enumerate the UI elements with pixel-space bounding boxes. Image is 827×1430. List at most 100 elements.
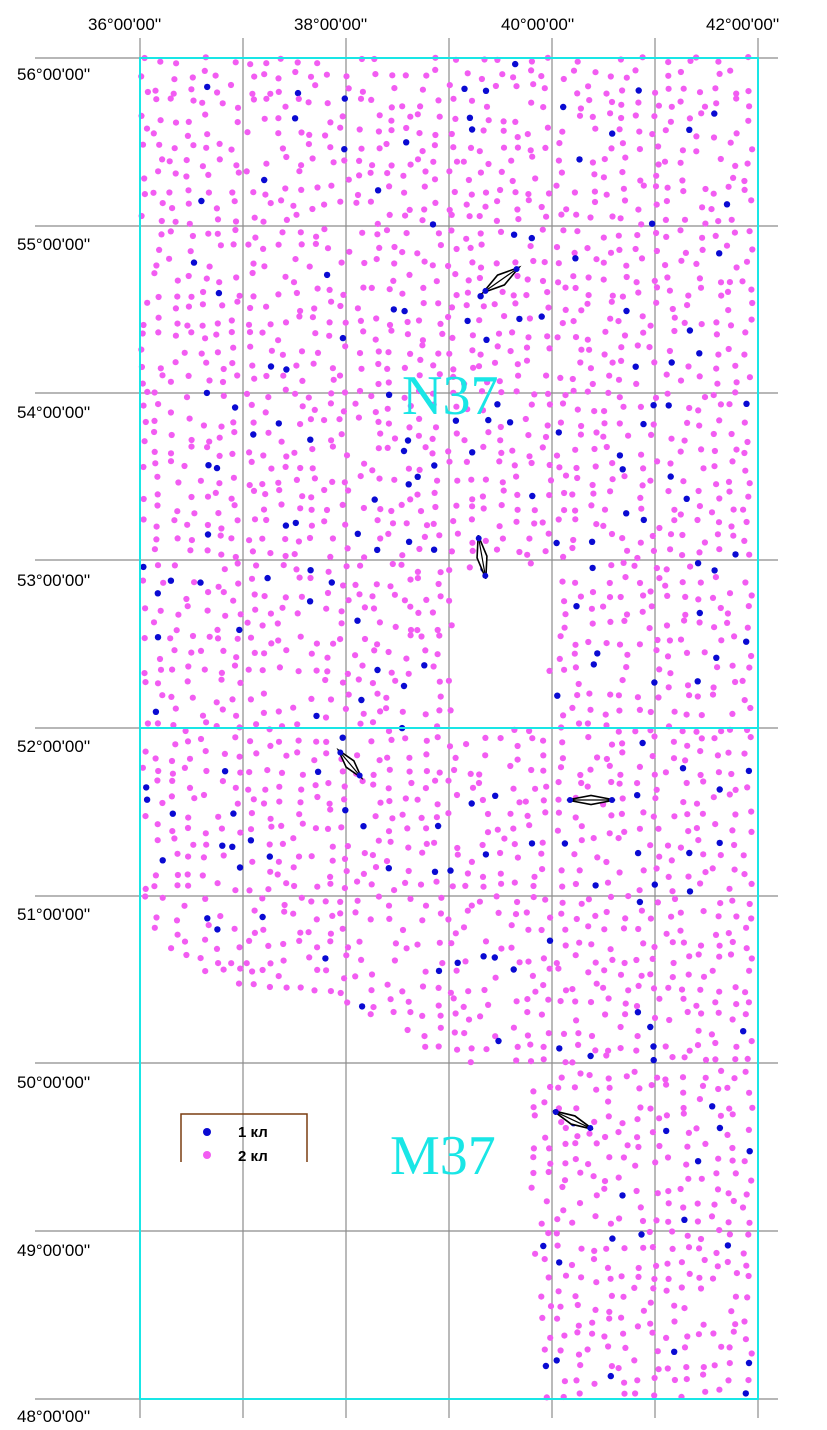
class2-point: [636, 128, 643, 135]
class2-point: [386, 211, 393, 218]
station-dot: [552, 1108, 559, 1115]
class2-point: [388, 327, 395, 334]
class2-point: [619, 87, 626, 94]
class2-point: [446, 350, 453, 357]
class2-point: [385, 420, 392, 427]
class2-point: [468, 476, 475, 483]
class2-point: [514, 491, 521, 498]
class2-point: [730, 1328, 737, 1335]
class2-point: [263, 160, 270, 167]
class2-point: [391, 476, 398, 483]
class1-point: [236, 626, 243, 634]
lat-label: 52°00'00'': [17, 737, 90, 756]
class2-point: [601, 351, 608, 358]
class2-point: [214, 635, 222, 642]
class2-point: [464, 870, 471, 877]
class2-point: [700, 908, 707, 915]
class2-point: [282, 463, 289, 470]
class2-point: [578, 307, 585, 314]
class2-point: [603, 755, 611, 763]
class2-point: [237, 679, 244, 687]
class2-point: [464, 406, 471, 413]
class2-point: [482, 203, 489, 210]
class2-point: [377, 535, 384, 542]
class2-point: [717, 279, 725, 286]
class2-point: [702, 1056, 710, 1063]
class2-point: [216, 156, 223, 163]
class2-point: [680, 799, 687, 806]
class2-point: [139, 330, 146, 337]
class2-point: [453, 430, 460, 437]
class2-point: [470, 364, 477, 371]
class2-point: [189, 74, 196, 81]
class2-point: [622, 574, 629, 581]
class2-point: [281, 901, 288, 909]
class2-point: [507, 762, 514, 770]
class2-point: [185, 372, 192, 379]
class2-point: [710, 190, 717, 197]
class2-point: [322, 676, 329, 684]
class2-point: [680, 85, 687, 92]
class2-point: [389, 560, 396, 568]
class2-point: [421, 183, 428, 190]
class2-point: [712, 821, 719, 828]
class2-point: [249, 269, 256, 277]
class2-point: [616, 394, 623, 401]
class2-point: [249, 90, 256, 97]
class2-point: [702, 185, 709, 193]
class2-point: [697, 942, 705, 949]
class2-point: [247, 826, 255, 833]
class2-point: [454, 477, 461, 484]
legend-swatch-class2: [203, 1151, 211, 1159]
class2-point: [555, 809, 563, 816]
class2-point: [544, 390, 552, 397]
class2-point: [386, 286, 393, 293]
class2-point: [298, 786, 305, 793]
class1-point: [556, 1259, 563, 1266]
class2-point: [700, 1371, 707, 1378]
class2-point: [680, 478, 687, 485]
class2-point: [693, 133, 700, 140]
class2-point: [169, 777, 176, 785]
class2-point: [253, 721, 260, 728]
class2-point: [384, 444, 391, 451]
class2-point: [248, 458, 255, 465]
class2-point: [259, 535, 266, 542]
class2-point: [592, 912, 599, 920]
class2-point: [573, 464, 580, 472]
class2-point: [528, 67, 535, 74]
class2-point: [572, 998, 579, 1005]
class2-point: [374, 641, 381, 648]
class2-point: [748, 197, 755, 204]
class2-point: [508, 922, 515, 929]
class2-point: [386, 915, 393, 923]
class2-point: [600, 522, 607, 530]
class1-point: [667, 473, 674, 480]
class2-point: [499, 479, 506, 486]
class2-point: [141, 175, 148, 182]
class2-point: [608, 562, 615, 569]
class2-point: [232, 784, 239, 791]
class2-point: [656, 524, 663, 532]
class2-point: [174, 882, 181, 889]
class2-point: [188, 537, 195, 544]
class2-point: [429, 262, 436, 269]
class2-point: [391, 435, 399, 442]
class2-point: [697, 771, 704, 779]
class2-point: [559, 320, 566, 327]
class2-point: [561, 598, 568, 605]
class2-point: [261, 71, 268, 78]
class2-point: [714, 531, 722, 538]
class2-point: [414, 156, 422, 163]
class2-point: [218, 669, 225, 677]
class2-point: [615, 1174, 622, 1181]
class2-point: [665, 59, 672, 66]
class2-point: [724, 288, 732, 295]
class2-point: [327, 553, 334, 561]
class2-point: [166, 158, 173, 165]
class2-point: [296, 168, 303, 175]
class2-point: [717, 1112, 725, 1119]
class2-point: [188, 443, 195, 450]
class2-point: [591, 1380, 598, 1387]
class2-point: [436, 769, 443, 776]
